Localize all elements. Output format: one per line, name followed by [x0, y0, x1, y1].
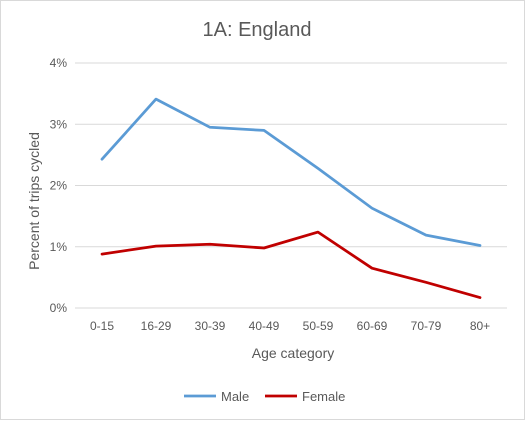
series-lines	[100, 97, 482, 299]
y-tick-label: 3%	[50, 117, 68, 131]
legend: Male Female	[184, 389, 345, 404]
y-tick-label: 0%	[50, 301, 68, 315]
y-tick-label: 1%	[50, 240, 68, 254]
series-line-male	[100, 97, 482, 247]
x-tick-label: 50-59	[303, 319, 334, 333]
x-tick-label: 60-69	[357, 319, 388, 333]
x-tick-label: 16-29	[141, 319, 172, 333]
y-tick-label: 2%	[50, 179, 68, 193]
series-line-female	[100, 230, 482, 299]
x-tick-label: 30-39	[195, 319, 226, 333]
x-tick-label: 70-79	[411, 319, 442, 333]
x-tick-label: 40-49	[249, 319, 280, 333]
y-axis-label: Percent of trips cycled	[26, 132, 42, 270]
y-tick-labels: 0% 1% 2% 3% 4%	[50, 56, 68, 315]
x-tick-label: 80+	[470, 319, 490, 333]
x-axis-label: Age category	[252, 345, 335, 361]
y-tick-label: 4%	[50, 56, 68, 70]
x-tick-label: 0-15	[90, 319, 114, 333]
gridlines	[75, 62, 507, 309]
chart-title: 1A: England	[203, 19, 312, 41]
legend-label: Female	[302, 389, 345, 404]
x-tick-labels: 0-15 16-29 30-39 40-49 50-59 60-69 70-79 80+	[90, 319, 490, 333]
legend-label: Male	[221, 389, 249, 404]
